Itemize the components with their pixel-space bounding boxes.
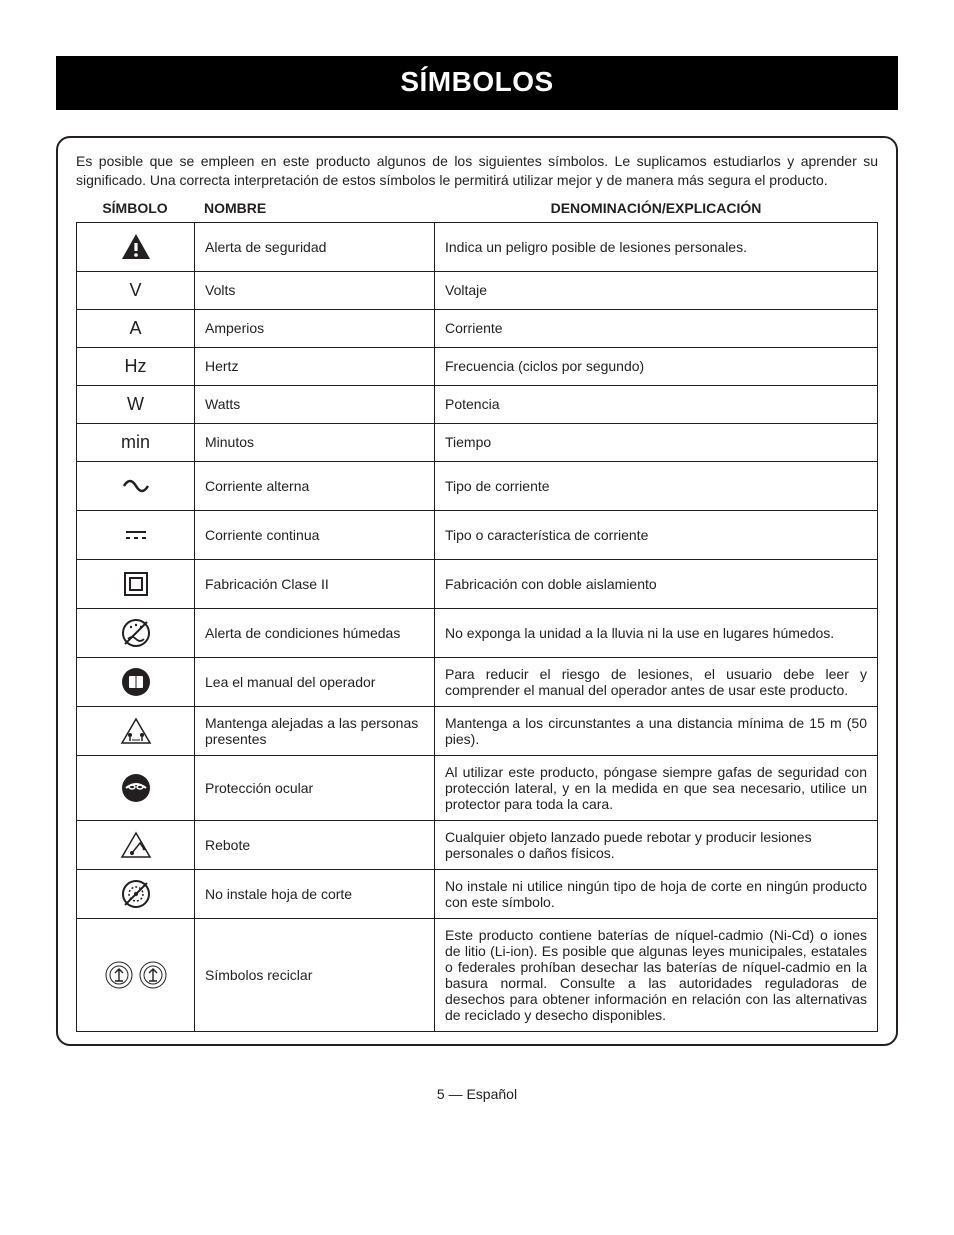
explanation-cell: Tipo o característica de corriente bbox=[435, 510, 878, 559]
name-cell: Volts bbox=[195, 271, 435, 309]
dc-icon bbox=[120, 519, 152, 551]
table-row: W WattsPotencia bbox=[77, 385, 878, 423]
symbols-table: Alerta de seguridadIndica un peligro pos… bbox=[76, 222, 878, 1032]
name-cell: Lea el manual del operador bbox=[195, 657, 435, 706]
explanation-cell: Tiempo bbox=[435, 423, 878, 461]
name-cell: Amperios bbox=[195, 309, 435, 347]
page: SÍMBOLOS Es posible que se empleen en es… bbox=[0, 0, 954, 1142]
table-row: Lea el manual del operadorPara reducir e… bbox=[77, 657, 878, 706]
symbol-cell bbox=[77, 706, 195, 755]
explanation-cell: Cualquier objeto lanzado puede rebotar y… bbox=[435, 820, 878, 869]
explanation-cell: Corriente bbox=[435, 309, 878, 347]
table-row: Alerta de seguridadIndica un peligro pos… bbox=[77, 222, 878, 271]
table-row: A AmperiosCorriente bbox=[77, 309, 878, 347]
table-row: Protección ocularAl utilizar este produc… bbox=[77, 755, 878, 820]
symbol-cell bbox=[77, 461, 195, 510]
title-bar: SÍMBOLOS bbox=[56, 56, 898, 110]
name-cell: Símbolos reciclar bbox=[195, 918, 435, 1031]
ricochet-icon bbox=[120, 829, 152, 861]
header-explanation: DENOMINACIÓN/EXPLICACIÓN bbox=[434, 200, 878, 216]
header-name: NOMBRE bbox=[194, 200, 434, 216]
explanation-cell: No exponga la unidad a la lluvia ni la u… bbox=[435, 608, 878, 657]
explanation-cell: Fabricación con doble aislamiento bbox=[435, 559, 878, 608]
table-headers: SÍMBOLO NOMBRE DENOMINACIÓN/EXPLICACIÓN bbox=[76, 196, 878, 222]
explanation-cell: No instale ni utilice ningún tipo de hoj… bbox=[435, 869, 878, 918]
bystanders-icon bbox=[120, 715, 152, 747]
symbol-cell: min bbox=[77, 423, 195, 461]
table-row: ReboteCualquier objeto lanzado puede reb… bbox=[77, 820, 878, 869]
explanation-cell: Voltaje bbox=[435, 271, 878, 309]
table-row: V VoltsVoltaje bbox=[77, 271, 878, 309]
table-row: Fabricación Clase IIFabricación con dobl… bbox=[77, 559, 878, 608]
alert-icon bbox=[120, 231, 152, 263]
symbol-cell bbox=[77, 222, 195, 271]
wet-icon bbox=[120, 617, 152, 649]
explanation-cell: Frecuencia (ciclos por segundo) bbox=[435, 347, 878, 385]
symbol-text: A bbox=[129, 318, 141, 338]
symbol-cell bbox=[77, 820, 195, 869]
noblade-icon bbox=[120, 878, 152, 910]
content-frame: Es posible que se empleen en este produc… bbox=[56, 136, 898, 1046]
name-cell: Mantenga alejadas a las personas present… bbox=[195, 706, 435, 755]
page-footer: 5 — Español bbox=[56, 1086, 898, 1102]
name-cell: Alerta de condiciones húmedas bbox=[195, 608, 435, 657]
explanation-cell: Este producto contiene baterías de níque… bbox=[435, 918, 878, 1031]
symbol-cell bbox=[77, 608, 195, 657]
table-row: Corriente continuaTipo o característica … bbox=[77, 510, 878, 559]
ac-icon bbox=[120, 470, 152, 502]
class2-icon bbox=[120, 568, 152, 600]
name-cell: Fabricación Clase II bbox=[195, 559, 435, 608]
page-title: SÍMBOLOS bbox=[400, 66, 553, 97]
eye-icon bbox=[120, 772, 152, 804]
name-cell: Corriente continua bbox=[195, 510, 435, 559]
header-symbol: SÍMBOLO bbox=[76, 200, 194, 216]
symbol-cell bbox=[77, 755, 195, 820]
name-cell: No instale hoja de corte bbox=[195, 869, 435, 918]
name-cell: Corriente alterna bbox=[195, 461, 435, 510]
name-cell: Watts bbox=[195, 385, 435, 423]
symbol-text: Hz bbox=[125, 356, 147, 376]
symbol-cell bbox=[77, 869, 195, 918]
manual-icon bbox=[120, 666, 152, 698]
explanation-cell: Para reducir el riesgo de lesiones, el u… bbox=[435, 657, 878, 706]
name-cell: Alerta de seguridad bbox=[195, 222, 435, 271]
symbol-cell: W bbox=[77, 385, 195, 423]
symbol-cell bbox=[77, 510, 195, 559]
symbol-cell bbox=[77, 657, 195, 706]
explanation-cell: Al utilizar este producto, póngase siemp… bbox=[435, 755, 878, 820]
name-cell: Minutos bbox=[195, 423, 435, 461]
table-row: Corriente alternaTipo de corriente bbox=[77, 461, 878, 510]
table-row: Mantenga alejadas a las personas present… bbox=[77, 706, 878, 755]
intro-text: Es posible que se empleen en este produc… bbox=[76, 152, 878, 190]
symbol-cell bbox=[77, 559, 195, 608]
recycle-seal-icon bbox=[101, 957, 171, 993]
table-row: Alerta de condiciones húmedasNo exponga … bbox=[77, 608, 878, 657]
name-cell: Rebote bbox=[195, 820, 435, 869]
table-row: No instale hoja de corteNo instale ni ut… bbox=[77, 869, 878, 918]
symbol-cell bbox=[77, 918, 195, 1031]
symbol-text: W bbox=[127, 394, 144, 414]
symbol-text: V bbox=[129, 280, 141, 300]
explanation-cell: Potencia bbox=[435, 385, 878, 423]
symbol-cell: A bbox=[77, 309, 195, 347]
name-cell: Protección ocular bbox=[195, 755, 435, 820]
table-row: Símbolos reciclarEste producto contiene … bbox=[77, 918, 878, 1031]
table-row: min MinutosTiempo bbox=[77, 423, 878, 461]
table-row: Hz HertzFrecuencia (ciclos por segundo) bbox=[77, 347, 878, 385]
explanation-cell: Indica un peligro posible de lesiones pe… bbox=[435, 222, 878, 271]
explanation-cell: Tipo de corriente bbox=[435, 461, 878, 510]
symbol-text: min bbox=[121, 432, 150, 452]
explanation-cell: Mantenga a los circunstantes a una dista… bbox=[435, 706, 878, 755]
name-cell: Hertz bbox=[195, 347, 435, 385]
symbol-cell: Hz bbox=[77, 347, 195, 385]
symbol-cell: V bbox=[77, 271, 195, 309]
